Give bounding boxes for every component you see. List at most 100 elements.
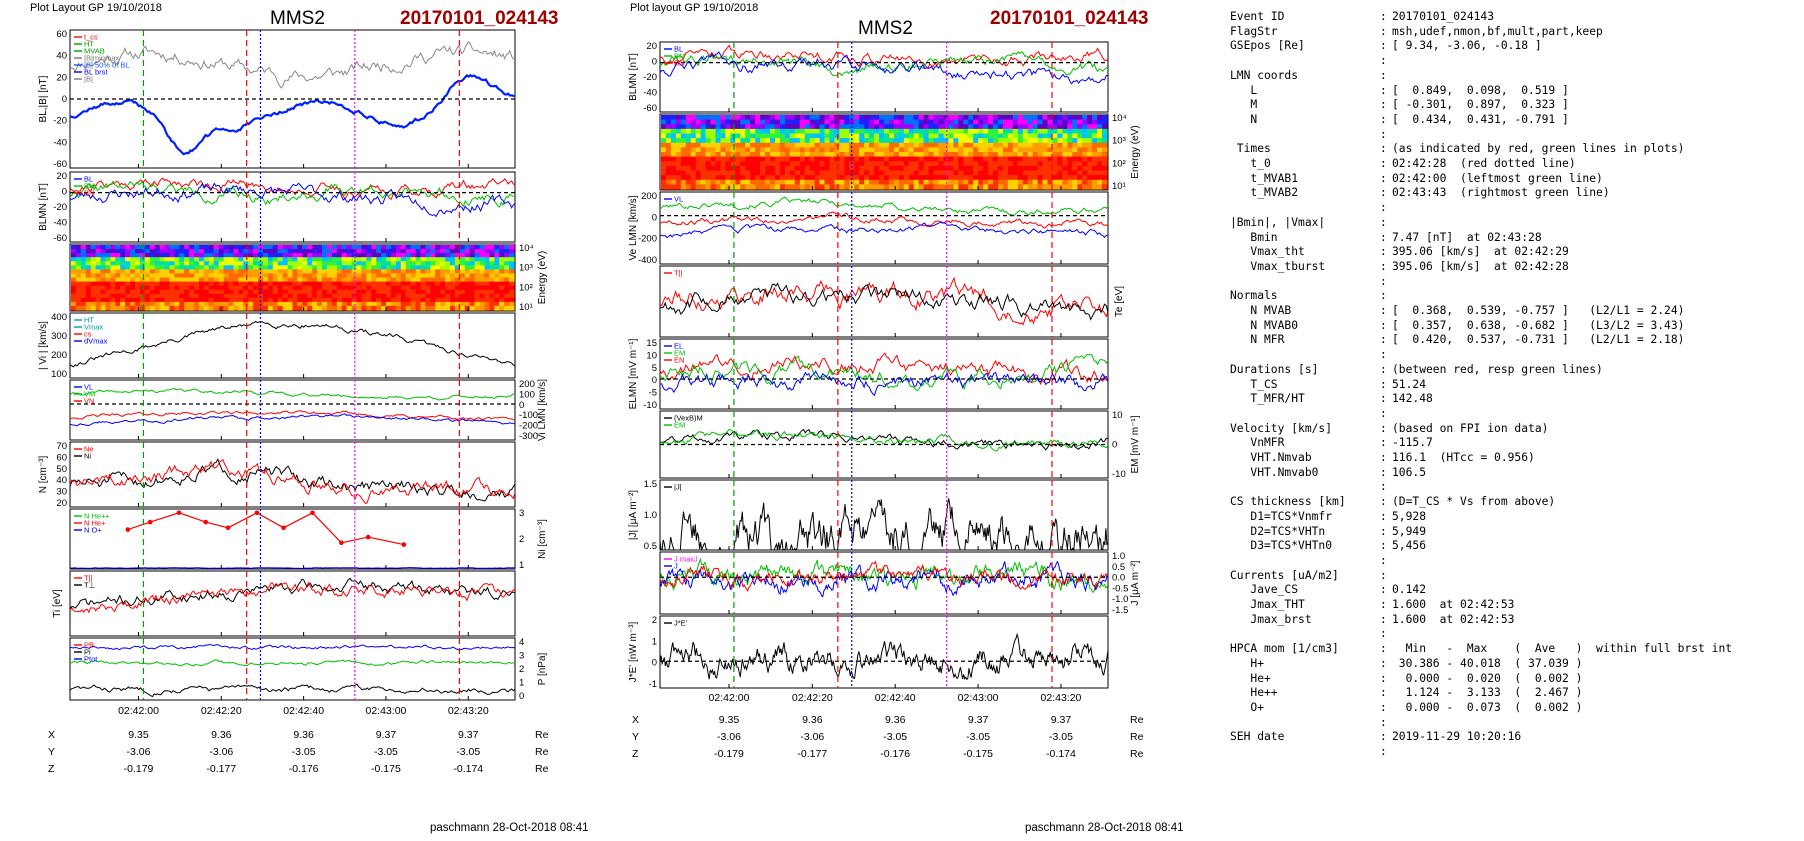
spectrogram-cell [435,245,441,250]
spectrogram-cell [203,301,210,307]
spectrogram-cell [745,147,751,153]
spectrogram-cell [395,297,402,303]
y-tick-label: 60 [56,29,67,40]
spectrogram-cell [277,293,284,299]
y-tick-label: 100 [51,369,67,380]
y-tick-label: 10 [646,350,657,361]
spectrogram-cell [430,245,436,250]
spectrogram-cell [277,289,284,295]
spectrogram-cell [253,257,259,262]
spectrogram-cell [341,261,348,266]
spectrogram-cell [400,265,407,270]
spectrogram-cell [199,269,205,275]
spectrogram-cell [1072,184,1078,190]
spectrogram-cell [371,305,377,311]
spectrogram-cell [361,269,367,275]
spectrogram-cell [420,245,426,250]
spectrogram-cell [90,245,97,250]
spectrogram-cell [884,179,890,185]
spectrogram-cell [410,257,417,262]
summary-colon: : [1380,686,1387,700]
spectrogram-cell [287,277,294,283]
spectrogram-cell [464,245,471,250]
spectrogram-cell [179,297,185,303]
spectrogram-cell [666,119,672,125]
spectrogram-cell [730,175,736,181]
spectrogram-cell [874,124,880,130]
spectrogram-cell [1012,133,1019,139]
spectrogram-cell [312,257,318,262]
left-sc-title: MMS2 [270,8,325,29]
spectrogram-cell [75,245,82,250]
coord-value: -3.06 [127,746,151,758]
spectrogram-cell [869,161,875,167]
spectrogram-cell [1102,156,1108,162]
spectrogram-cell [322,273,328,279]
spectrogram-cell [988,138,994,144]
spectrogram-cell [248,269,254,275]
spectrogram-cell [292,253,298,258]
spectrogram-cell [1002,175,1009,181]
spectrogram-cell [287,281,294,287]
spectrogram-cell [670,138,677,144]
spectrogram-cell [120,277,126,283]
spectrogram-cell [317,285,323,291]
spectrogram-cell [371,301,377,307]
spectrogram-cell [400,245,407,250]
spectrogram-cell [213,257,220,262]
spectrogram-cell [685,152,692,158]
summary-key: N MFR [1230,333,1285,347]
spectrogram-cell [95,273,102,279]
spectrogram-cell [918,161,925,167]
spectrogram-cell [993,161,999,167]
spectrogram-cell [1017,165,1024,172]
spectrogram-cell [710,138,717,144]
spectrogram-cell [135,305,141,311]
spectrogram-cell [1032,128,1039,135]
spectrogram-cell [933,115,940,121]
spectrogram-cell [765,128,771,135]
spectrogram-cell [760,152,766,158]
spectrogram-cell [258,277,264,283]
spectrogram-cell [312,253,318,258]
spectrogram-cell [100,245,106,250]
spectrogram-cell [1047,142,1054,148]
y-axis-label: Vi LMN [km/s] [537,379,548,441]
spectrogram-cell [376,285,382,291]
spectrogram-cell [700,128,707,135]
spectrogram-cell [690,165,697,172]
spectrogram-cell [874,138,880,144]
spectrogram-cell [277,257,284,262]
spectrogram-cell [1012,170,1019,176]
summary-value: 1.124 - 3.133 ( 2.467 ) [1392,686,1583,700]
summary-colon: : [1380,289,1387,303]
spectrogram-cell [705,142,712,148]
spectrogram-cell [105,293,111,299]
spectrogram-cell [194,297,200,303]
spectrogram-cell [208,281,215,287]
spectrogram-cell [740,170,746,176]
spectrogram-cell [71,293,77,299]
spectrogram-cell [1097,156,1103,162]
spectrogram-cell [420,269,426,275]
spectrogram-cell [993,119,999,125]
spectrogram-cell [445,257,451,262]
spectrogram-cell [361,245,367,250]
spectrogram-cell [1022,165,1029,172]
spectrogram-cell [282,249,289,254]
spectrogram-cell [336,301,343,307]
spectrogram-cell [430,261,436,266]
spectrogram-cell [834,147,840,153]
spectrogram-cell [75,277,82,283]
spectrogram-cell [1057,138,1063,144]
spectrogram-cell [445,269,451,275]
spectrogram-cell [670,161,677,167]
spectrogram-cell [356,269,362,275]
spectrogram-cell [371,265,377,270]
coord-value: 9.37 [458,729,479,741]
spectrogram-cell [130,293,136,299]
spectrogram-cell [243,289,249,295]
spectrogram-cell [366,253,372,258]
spectrogram-cell [779,156,786,162]
spectrogram-cell [1037,179,1044,185]
